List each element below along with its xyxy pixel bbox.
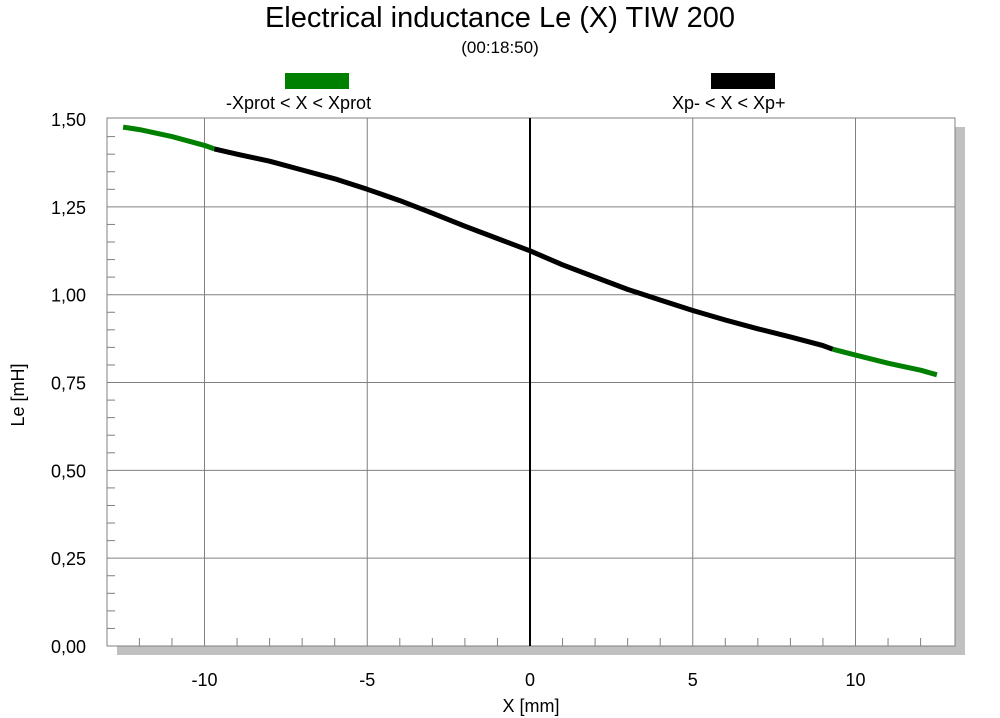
series-line-0-1 xyxy=(832,346,938,378)
x-axis-title: X [mm] xyxy=(503,696,560,716)
legend-label-green: -Xprot < X < Xprot xyxy=(226,93,372,113)
minor-ticks xyxy=(107,136,922,646)
y-axis-title: Le [mH] xyxy=(8,363,28,426)
y-tick-label-1: 0,25 xyxy=(51,549,86,569)
series-line-0-0 xyxy=(122,124,216,152)
x-tick-label-0: -10 xyxy=(191,670,217,690)
x-tick-label-4: 10 xyxy=(845,670,865,690)
legend-swatch-black xyxy=(711,73,775,89)
chart-title: Electrical inductance Le (X) TIW 200 xyxy=(264,2,736,34)
y-tick-label-5: 1,25 xyxy=(51,198,86,218)
y-tick-label-2: 0,50 xyxy=(51,461,86,481)
y-tick-labels: 0,00 0,25 0,50 0,75 1,00 1,25 1,50 xyxy=(51,110,86,657)
series-group xyxy=(122,124,938,378)
y-tick-label-3: 0,75 xyxy=(51,374,86,394)
y-tick-label-6: 1,50 xyxy=(51,110,86,130)
y-tick-label-4: 1,00 xyxy=(51,286,86,306)
x-tick-labels: -10 -5 0 5 10 xyxy=(191,670,865,690)
y-tick-label-0: 0,00 xyxy=(51,637,86,657)
legend-label-black: Xp- < X < Xp+ xyxy=(672,93,786,113)
x-tick-label-1: -5 xyxy=(359,670,375,690)
series-line-1-0 xyxy=(213,146,834,352)
x-tick-label-3: 5 xyxy=(688,670,698,690)
x-tick-label-2: 0 xyxy=(525,670,535,690)
chart-subtitle: (00:18:50) xyxy=(461,38,539,57)
legend-swatch-green xyxy=(285,73,349,89)
